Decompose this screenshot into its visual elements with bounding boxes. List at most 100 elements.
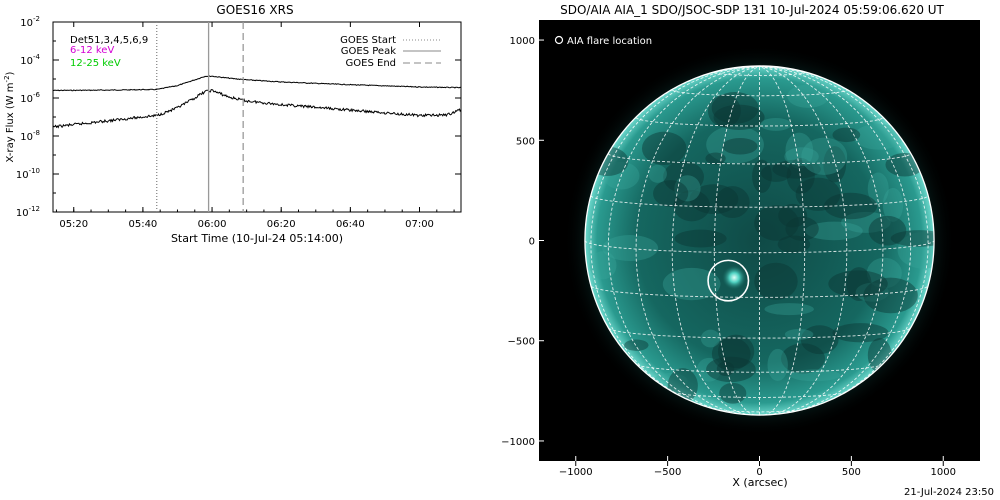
- aia-grid-latitude: [716, 409, 803, 413]
- aia-activity-blob: [785, 216, 819, 241]
- aia-activity-blob: [867, 338, 892, 373]
- aia-grid-longitude: [759, 65, 929, 408]
- aia-activity-blob: [846, 267, 872, 302]
- aia-activity-blob: [711, 92, 759, 124]
- aia-activity-blob: [624, 339, 649, 351]
- aia-x-tick-label-3: 500: [842, 467, 861, 478]
- aia-grid-latitude: [608, 327, 911, 339]
- aia-activity-blob: [705, 152, 726, 165]
- aia-grid-longitude: [759, 65, 935, 241]
- goes-series-label-2: 12-25 keV: [70, 58, 121, 69]
- goes-x-ticks: 05:20 05:40 06:00 06:20 06:40 07:00: [55, 22, 455, 230]
- aia-activity-blob: [832, 323, 889, 343]
- aia-grid-latitude: [671, 89, 848, 97]
- aia-activity-blob: [868, 215, 907, 246]
- aia-activity-blob: [832, 127, 861, 143]
- aia-activity-blob: [882, 187, 904, 222]
- aia-axis-ticks: −1000 −500 0 500 1000 −1000 −500 0 500 1000: [501, 36, 956, 478]
- goes-y-tick-label-1: 10-10: [16, 167, 40, 181]
- aia-activity-blob: [778, 203, 808, 228]
- aia-activity-blob: [689, 184, 739, 214]
- aia-activity-blob: [760, 164, 792, 182]
- goes-xrs-chart: GOES16 XRS 05:20 05:40 06:00 06:20 06:40 07:0…: [3, 3, 462, 245]
- aia-grid-latitude: [607, 153, 912, 165]
- aia-grid-latitude: [713, 72, 806, 76]
- aia-activity-blob: [867, 172, 889, 205]
- aia-active-regions: [586, 84, 935, 404]
- aia-heliographic-grid: [584, 65, 935, 416]
- goes-y-axis-label-sup: -2: [3, 75, 11, 82]
- goes-y-tick-label-0: 10-12: [16, 205, 40, 219]
- aia-activity-blob: [841, 211, 891, 233]
- aia-activity-blob: [717, 334, 755, 369]
- legend-peak-label: GOES Peak: [341, 46, 396, 57]
- aia-activity-blob: [696, 357, 722, 382]
- aia-activity-blob: [707, 94, 741, 128]
- aia-activity-blob: [722, 137, 758, 155]
- aia-activity-blob: [715, 186, 750, 219]
- aia-activity-blob: [780, 343, 826, 374]
- aia-activity-blob: [853, 123, 904, 150]
- goes-series-group: [52, 75, 462, 129]
- aia-grid-longitude: [759, 65, 848, 416]
- aia-legend-label: AIA flare location: [567, 36, 652, 47]
- legend-start-label: GOES Start: [340, 35, 396, 46]
- aia-y-tick-label-3: 500: [516, 136, 535, 147]
- goes-y-axis-label: X-ray Flux (W m-2): [3, 71, 16, 162]
- aia-y-tick-label-0: −1000: [501, 437, 535, 448]
- aia-grid-latitude: [590, 285, 929, 298]
- aia-x-axis-label: X (arcsec): [732, 476, 787, 489]
- aia-activity-blob: [674, 229, 727, 248]
- aia-activity-blob: [752, 159, 772, 193]
- goes-y-axis-label-main: X-ray Flux (W m: [5, 82, 16, 162]
- aia-activity-blob: [706, 125, 764, 164]
- aia-grid-longitude: [759, 65, 806, 416]
- aia-activity-blob: [767, 348, 788, 382]
- aia-activity-blob: [706, 356, 756, 383]
- aia-activity-blob: [801, 137, 848, 175]
- aia-activity-blob: [863, 277, 918, 314]
- aia-activity-blob: [719, 382, 747, 404]
- aia-activity-blob: [897, 231, 935, 269]
- aia-solar-disk: [584, 65, 935, 416]
- aia-corona-glow: [563, 44, 956, 437]
- aia-flare-circle: [707, 259, 750, 302]
- goes-x-tick-label-0: 05:20: [59, 219, 88, 230]
- aia-activity-blob: [754, 262, 798, 300]
- aia-activity-blob: [700, 329, 721, 348]
- aia-solar-limb: [584, 65, 935, 416]
- goes-y-tick-label-3: 10-6: [20, 91, 40, 105]
- aia-activity-blob: [885, 153, 925, 177]
- goes-x-tick-label-3: 06:20: [267, 219, 296, 230]
- aia-activity-blob: [866, 257, 902, 289]
- aia-image-background: [539, 20, 980, 461]
- aia-activity-blob: [890, 230, 935, 247]
- aia-activity-blob: [800, 325, 839, 355]
- aia-grid-latitude: [584, 240, 935, 254]
- aia-grid-longitude: [635, 65, 760, 416]
- aia-grid-longitude: [759, 65, 884, 416]
- aia-grid-longitude: [590, 65, 760, 408]
- aia-grid-latitude: [636, 364, 883, 373]
- aia-activity-blob: [855, 282, 889, 302]
- aia-y-tick-label-4: 1000: [510, 36, 535, 47]
- goes-legend: GOES Start GOES Peak GOES End: [340, 35, 441, 69]
- aia-x-tick-label-1: −500: [654, 467, 681, 478]
- aia-activity-blob: [805, 221, 863, 241]
- aia-activity-blob: [764, 303, 814, 316]
- aia-activity-blob: [760, 117, 792, 131]
- goes-x-tick-label-1: 05:40: [128, 219, 157, 230]
- aia-activity-blob: [653, 372, 688, 390]
- aia-activity-blob: [789, 369, 841, 382]
- aia-activity-blob: [586, 146, 629, 177]
- aia-grid-longitude: [584, 65, 760, 241]
- goes-series-line-1: [52, 89, 462, 129]
- aia-activity-blob: [785, 132, 814, 169]
- aia-activity-blob: [754, 205, 799, 241]
- aia-grid-longitude: [759, 65, 912, 414]
- aia-activity-blob: [786, 157, 815, 194]
- aia-y-tick-label-2: 0: [529, 237, 535, 248]
- aia-activity-blob: [674, 175, 701, 202]
- aia-activity-blob: [667, 368, 698, 404]
- aia-activity-blob: [641, 131, 687, 166]
